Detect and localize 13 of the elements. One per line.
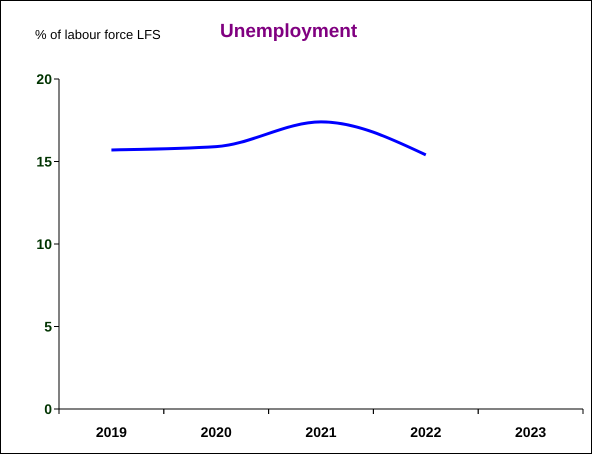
x-tick-label: 2023 xyxy=(515,424,546,440)
x-tick-label: 2020 xyxy=(200,424,232,440)
y-tick-label: 0 xyxy=(44,400,52,417)
y-axis-title: % of labour force LFS xyxy=(35,27,161,42)
x-tick-label: 2019 xyxy=(96,424,128,440)
y-tick-label: 10 xyxy=(36,236,52,252)
y-tick-label: 15 xyxy=(36,153,52,170)
line-series xyxy=(110,120,428,156)
x-tick-label: 2022 xyxy=(410,424,442,440)
chart-title: Unemployment xyxy=(220,21,358,43)
x-tick-label: 2021 xyxy=(305,424,337,440)
y-tick-label: 5 xyxy=(44,318,52,334)
y-tick-label: 20 xyxy=(36,70,52,87)
